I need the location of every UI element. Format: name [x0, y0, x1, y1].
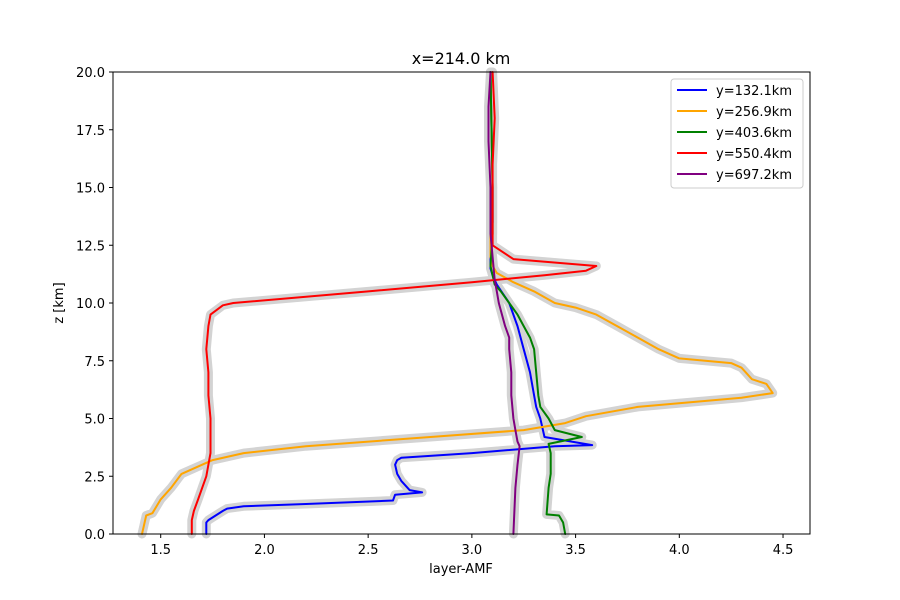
x-axis-ticks: 1.5 2.0 2.5 3.0 3.5 4.0 4.5 [150, 534, 793, 558]
y-axis-label: z [km] [52, 282, 67, 323]
series-lines [141, 71, 774, 535]
legend-items: y=132.1km y=256.9km y=403.6km y=550.4km y=69… [677, 84, 792, 183]
legend-label-y-132-1km: y=132.1km [716, 84, 792, 99]
y-axis-ticks: 0.0 2.5 5.0 7.5 10.0 12.5 15.0 17.5 20.0 [76, 66, 113, 543]
x-tick-label: 4.5 [773, 543, 794, 558]
series-line-y-697-2km [487, 71, 521, 535]
series-line-y-403-6km [489, 71, 583, 535]
legend-label-y-256-9km: y=256.9km [716, 105, 792, 120]
legend-box [670, 78, 804, 189]
legend-label-y-550-4km: y=550.4km [716, 147, 792, 162]
x-tick-label: 2.0 [254, 543, 275, 558]
x-tick-label: 3.0 [462, 543, 483, 558]
x-tick-label: 1.5 [150, 543, 171, 558]
y-tick-label: 7.5 [84, 355, 105, 370]
y-tick-label: 10.0 [76, 297, 105, 312]
y-tick-label: 5.0 [84, 413, 105, 428]
y-tick-label: 2.5 [84, 470, 105, 485]
x-tick-label: 2.5 [358, 543, 379, 558]
x-tick-label: 4.0 [669, 543, 690, 558]
legend: y=132.1km y=256.9km y=403.6km y=550.4km y=69… [670, 78, 804, 189]
y-tick-label: 20.0 [76, 66, 105, 81]
legend-label-y-697-2km: y=697.2km [716, 168, 792, 183]
y-tick-label: 12.5 [76, 239, 105, 254]
y-tick-label: 17.5 [76, 124, 105, 139]
chart-title: x=214.0 km [412, 49, 511, 68]
series-line-y-550-4km [190, 71, 598, 535]
y-tick-label: 0.0 [84, 528, 105, 543]
legend-label-y-403-6km: y=403.6km [716, 126, 792, 141]
x-tick-label: 3.5 [565, 543, 586, 558]
series-line-y-256-9km [141, 71, 774, 535]
y-tick-label: 15.0 [76, 182, 105, 197]
x-axis-label: layer-AMF [429, 562, 493, 577]
